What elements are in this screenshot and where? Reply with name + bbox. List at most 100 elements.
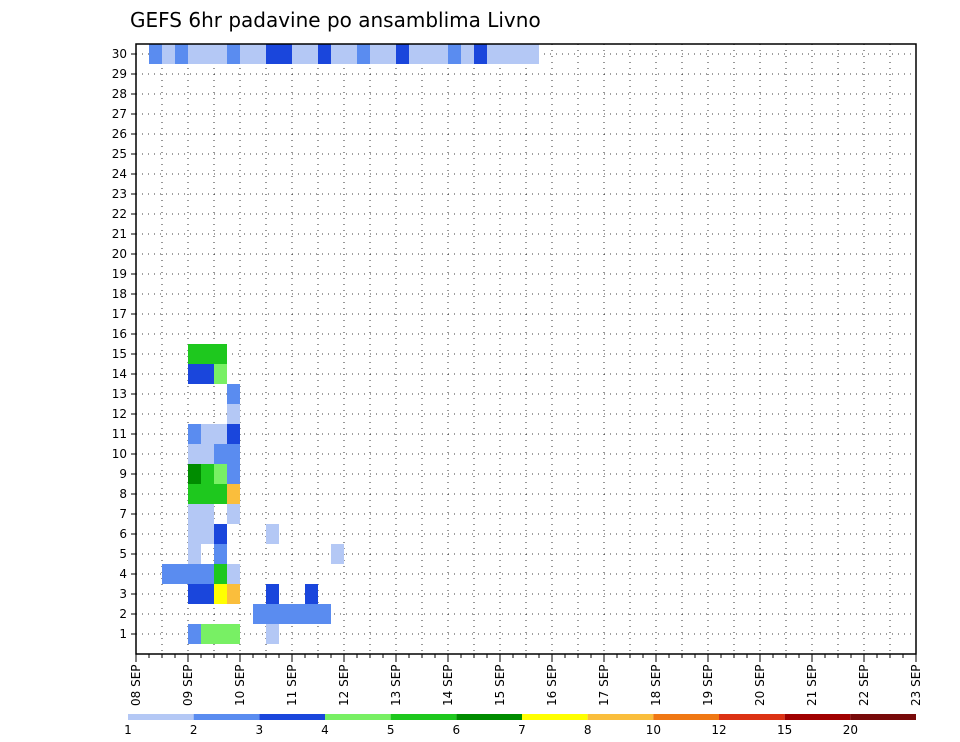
heatmap-cell	[292, 604, 305, 624]
legend-label: 2	[190, 723, 198, 737]
legend-swatch	[193, 714, 260, 720]
heatmap-cell	[253, 44, 266, 64]
heatmap-cell	[331, 44, 344, 64]
heatmap-cell	[201, 524, 214, 544]
y-tick-label: 13	[112, 387, 127, 401]
legend-label: 4	[321, 723, 329, 737]
heatmap-cell	[201, 44, 214, 64]
x-tick-label: 11 SEP	[285, 664, 299, 706]
y-tick-label: 20	[112, 247, 127, 261]
y-tick-label: 22	[112, 207, 127, 221]
heatmap-cell	[305, 44, 318, 64]
heatmap-cell	[435, 44, 448, 64]
heatmap-cell	[422, 44, 435, 64]
y-tick-label: 21	[112, 227, 127, 241]
y-tick-label: 17	[112, 307, 127, 321]
legend-swatch	[325, 714, 391, 720]
heatmap-cell	[383, 44, 396, 64]
y-tick-label: 14	[112, 367, 127, 381]
legend-swatch	[587, 714, 654, 720]
heatmap-cell	[266, 624, 279, 644]
x-tick-label: 10 SEP	[233, 664, 247, 706]
y-tick-label: 23	[112, 187, 127, 201]
legend-swatch	[456, 714, 522, 720]
heatmap-cell	[214, 344, 227, 364]
heatmap-cell	[188, 484, 201, 504]
x-tick-label: 09 SEP	[181, 664, 195, 706]
x-tick-label: 20 SEP	[753, 664, 767, 706]
heatmap-cell	[266, 584, 279, 604]
heatmap-cell	[162, 44, 175, 64]
legend-label: 3	[256, 723, 264, 737]
heatmap-cell	[201, 464, 214, 484]
x-tick-label: 21 SEP	[805, 664, 819, 706]
y-tick-label: 16	[112, 327, 127, 341]
grid	[136, 44, 916, 654]
y-tick-label: 19	[112, 267, 127, 281]
x-tick-label: 23 SEP	[909, 664, 923, 706]
heatmap-cells	[149, 44, 539, 644]
legend-label: 12	[711, 723, 726, 737]
heatmap-cell	[188, 44, 201, 64]
heatmap-cell	[175, 564, 188, 584]
x-tick-label: 15 SEP	[493, 664, 507, 706]
heatmap-cell	[201, 444, 214, 464]
heatmap-cell	[305, 584, 318, 604]
heatmap-cell	[188, 344, 201, 364]
heatmap-cell	[227, 444, 240, 464]
legend-label: 8	[584, 723, 592, 737]
heatmap-cell	[227, 44, 240, 64]
heatmap-cell	[188, 424, 201, 444]
heatmap-cell	[227, 584, 240, 604]
y-tick-label: 29	[112, 67, 127, 81]
heatmap-cell	[292, 44, 305, 64]
heatmap-cell	[500, 44, 513, 64]
y-tick-label: 5	[119, 547, 127, 561]
legend-swatch	[719, 714, 785, 720]
heatmap-cell	[214, 624, 227, 644]
heatmap-cell	[357, 44, 370, 64]
heatmap-cell	[214, 424, 227, 444]
heatmap-cell	[214, 564, 227, 584]
heatmap-cell	[253, 604, 266, 624]
x-axis: 08 SEP 09 SEP 10 SEP 11 SEP 12 SEP 13 SEP 14 S…	[129, 654, 923, 706]
heatmap-cell	[201, 584, 214, 604]
y-tick-label: 7	[119, 507, 127, 521]
heatmap-cell	[188, 624, 201, 644]
heatmap-cell	[201, 624, 214, 644]
heatmap-cell	[474, 44, 487, 64]
x-tick-label: 18 SEP	[649, 664, 663, 706]
x-tick-label: 22 SEP	[857, 664, 871, 706]
y-tick-label: 6	[119, 527, 127, 541]
heatmap-cell	[201, 424, 214, 444]
heatmap-cell	[162, 564, 175, 584]
x-tick-label: 08 SEP	[129, 664, 143, 706]
y-tick-label: 9	[119, 467, 127, 481]
heatmap-cell	[214, 464, 227, 484]
legend-swatch	[128, 714, 194, 720]
legend-label: 15	[777, 723, 792, 737]
heatmap-cell	[201, 364, 214, 384]
heatmap-cell	[149, 44, 162, 64]
heatmap-cell	[214, 544, 227, 564]
heatmap-cell	[266, 44, 279, 64]
y-tick-label: 28	[112, 87, 127, 101]
y-tick-label: 2	[119, 607, 127, 621]
legend-swatch	[522, 714, 588, 720]
heatmap-cell	[214, 444, 227, 464]
legend-swatch	[784, 714, 851, 720]
x-tick-label: 13 SEP	[389, 664, 403, 706]
heatmap-cell	[305, 604, 318, 624]
heatmap-cell	[214, 584, 227, 604]
heatmap-cell	[409, 44, 422, 64]
heatmap-cell	[201, 344, 214, 364]
heatmap-cell	[279, 44, 292, 64]
x-tick-label: 12 SEP	[337, 664, 351, 706]
heatmap-cell	[487, 44, 500, 64]
heatmap-cell	[227, 424, 240, 444]
heatmap-cell	[214, 524, 227, 544]
heatmap-cell	[513, 44, 526, 64]
y-tick-label: 1	[119, 627, 127, 641]
legend: 1 2 3 4 5 6 7 8 10 12 15 20	[124, 714, 916, 737]
